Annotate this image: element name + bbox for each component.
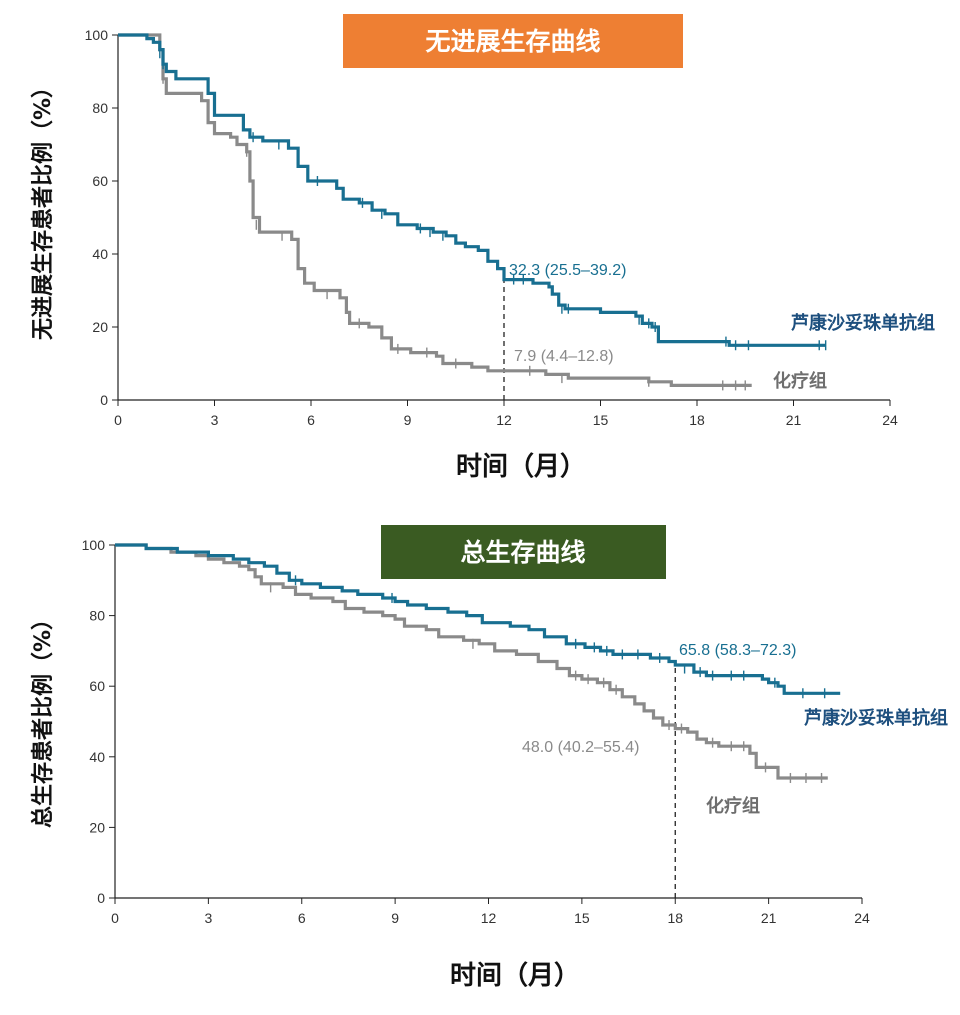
os-x-tick-label: 6	[298, 910, 306, 926]
pfs-curves	[118, 33, 827, 400]
os-legend-treatment: 芦康沙妥珠单抗组	[804, 707, 948, 729]
pfs-x-tick-label: 24	[882, 412, 898, 428]
os-y-axis-label: 总生存患者比例（%）	[30, 608, 56, 828]
pfs-curve-treatment	[118, 33, 826, 347]
os-x-tick-label: 3	[204, 910, 212, 926]
os-curves	[115, 543, 841, 898]
os-annotation-chemo: 48.0 (40.2–55.4)	[522, 739, 639, 756]
os-x-tick-label: 12	[481, 910, 497, 926]
pfs-y-tick-label: 20	[92, 319, 108, 335]
pfs-x-tick-label: 3	[211, 412, 219, 428]
os-curve-chemo	[115, 543, 828, 780]
pfs-x-tick-label: 21	[786, 412, 802, 428]
pfs-annotation-chemo: 7.9 (4.4–12.8)	[514, 348, 614, 365]
pfs-x-axis-label: 时间（月）	[456, 452, 586, 482]
os-y-tick-label: 0	[97, 890, 105, 906]
os-title-banner	[381, 525, 666, 579]
pfs-x-tick-label: 0	[114, 412, 122, 428]
os-y-tick-label: 20	[89, 819, 105, 835]
pfs-title-banner	[343, 14, 683, 68]
pfs-x-tick-label: 9	[404, 412, 412, 428]
pfs-y-axis-label: 无进展生存患者比例（%）	[30, 76, 56, 340]
pfs-y-tick-label: 40	[92, 246, 108, 262]
pfs-axes	[112, 34, 891, 406]
pfs-x-tick-label: 15	[593, 412, 609, 428]
pfs-curve-chemo	[118, 33, 752, 387]
os-tick-labels: 0 3 6 9 12 15 18 21 24 0 20 40 60 80 100	[82, 537, 870, 926]
os-title: 总生存曲线	[460, 538, 585, 567]
os-y-tick-label: 100	[82, 537, 106, 553]
os-x-axis-label: 时间（月）	[450, 961, 580, 991]
os-x-tick-label: 18	[667, 910, 683, 926]
os-curve-treatment	[115, 543, 841, 695]
os-x-tick-label: 24	[854, 910, 870, 926]
pfs-x-tick-label: 6	[307, 412, 315, 428]
pfs-legend-treatment: 芦康沙妥珠单抗组	[791, 312, 935, 334]
pfs-y-tick-label: 100	[85, 27, 109, 43]
pfs-y-tick-label: 80	[92, 100, 108, 116]
pfs-tick-labels: 0 3 6 9 12 15 18 21 24 0 20 40 60 80 100	[85, 27, 898, 428]
pfs-y-tick-label: 60	[92, 173, 108, 189]
os-x-tick-label: 15	[574, 910, 590, 926]
pfs-y-tick-label: 0	[100, 392, 108, 408]
pfs-title: 无进展生存曲线	[425, 27, 600, 56]
os-annotation-treatment: 65.8 (58.3–72.3)	[679, 642, 796, 659]
os-chart: 总生存曲线 0 3 6 9 12 15 18 21 24 0 20 40 60 80 100 时间（月） 总…	[30, 525, 948, 991]
os-x-tick-label: 9	[391, 910, 399, 926]
pfs-x-tick-label: 18	[689, 412, 705, 428]
os-x-tick-label: 0	[111, 910, 119, 926]
pfs-x-tick-label: 12	[496, 412, 512, 428]
os-x-tick-label: 21	[761, 910, 777, 926]
os-y-tick-label: 40	[89, 749, 105, 765]
pfs-legend-chemo: 化疗组	[773, 370, 827, 392]
os-y-tick-label: 80	[89, 608, 105, 624]
pfs-annotation-treatment: 32.3 (25.5–39.2)	[509, 262, 626, 279]
os-axes	[109, 544, 863, 904]
os-y-tick-label: 60	[89, 678, 105, 694]
pfs-chart: 无进展生存曲线 0 3 6 9 12 15 18 21 24 0 20 40 60 80 100 时间（月）…	[30, 14, 935, 482]
os-legend-chemo: 化疗组	[706, 795, 760, 817]
